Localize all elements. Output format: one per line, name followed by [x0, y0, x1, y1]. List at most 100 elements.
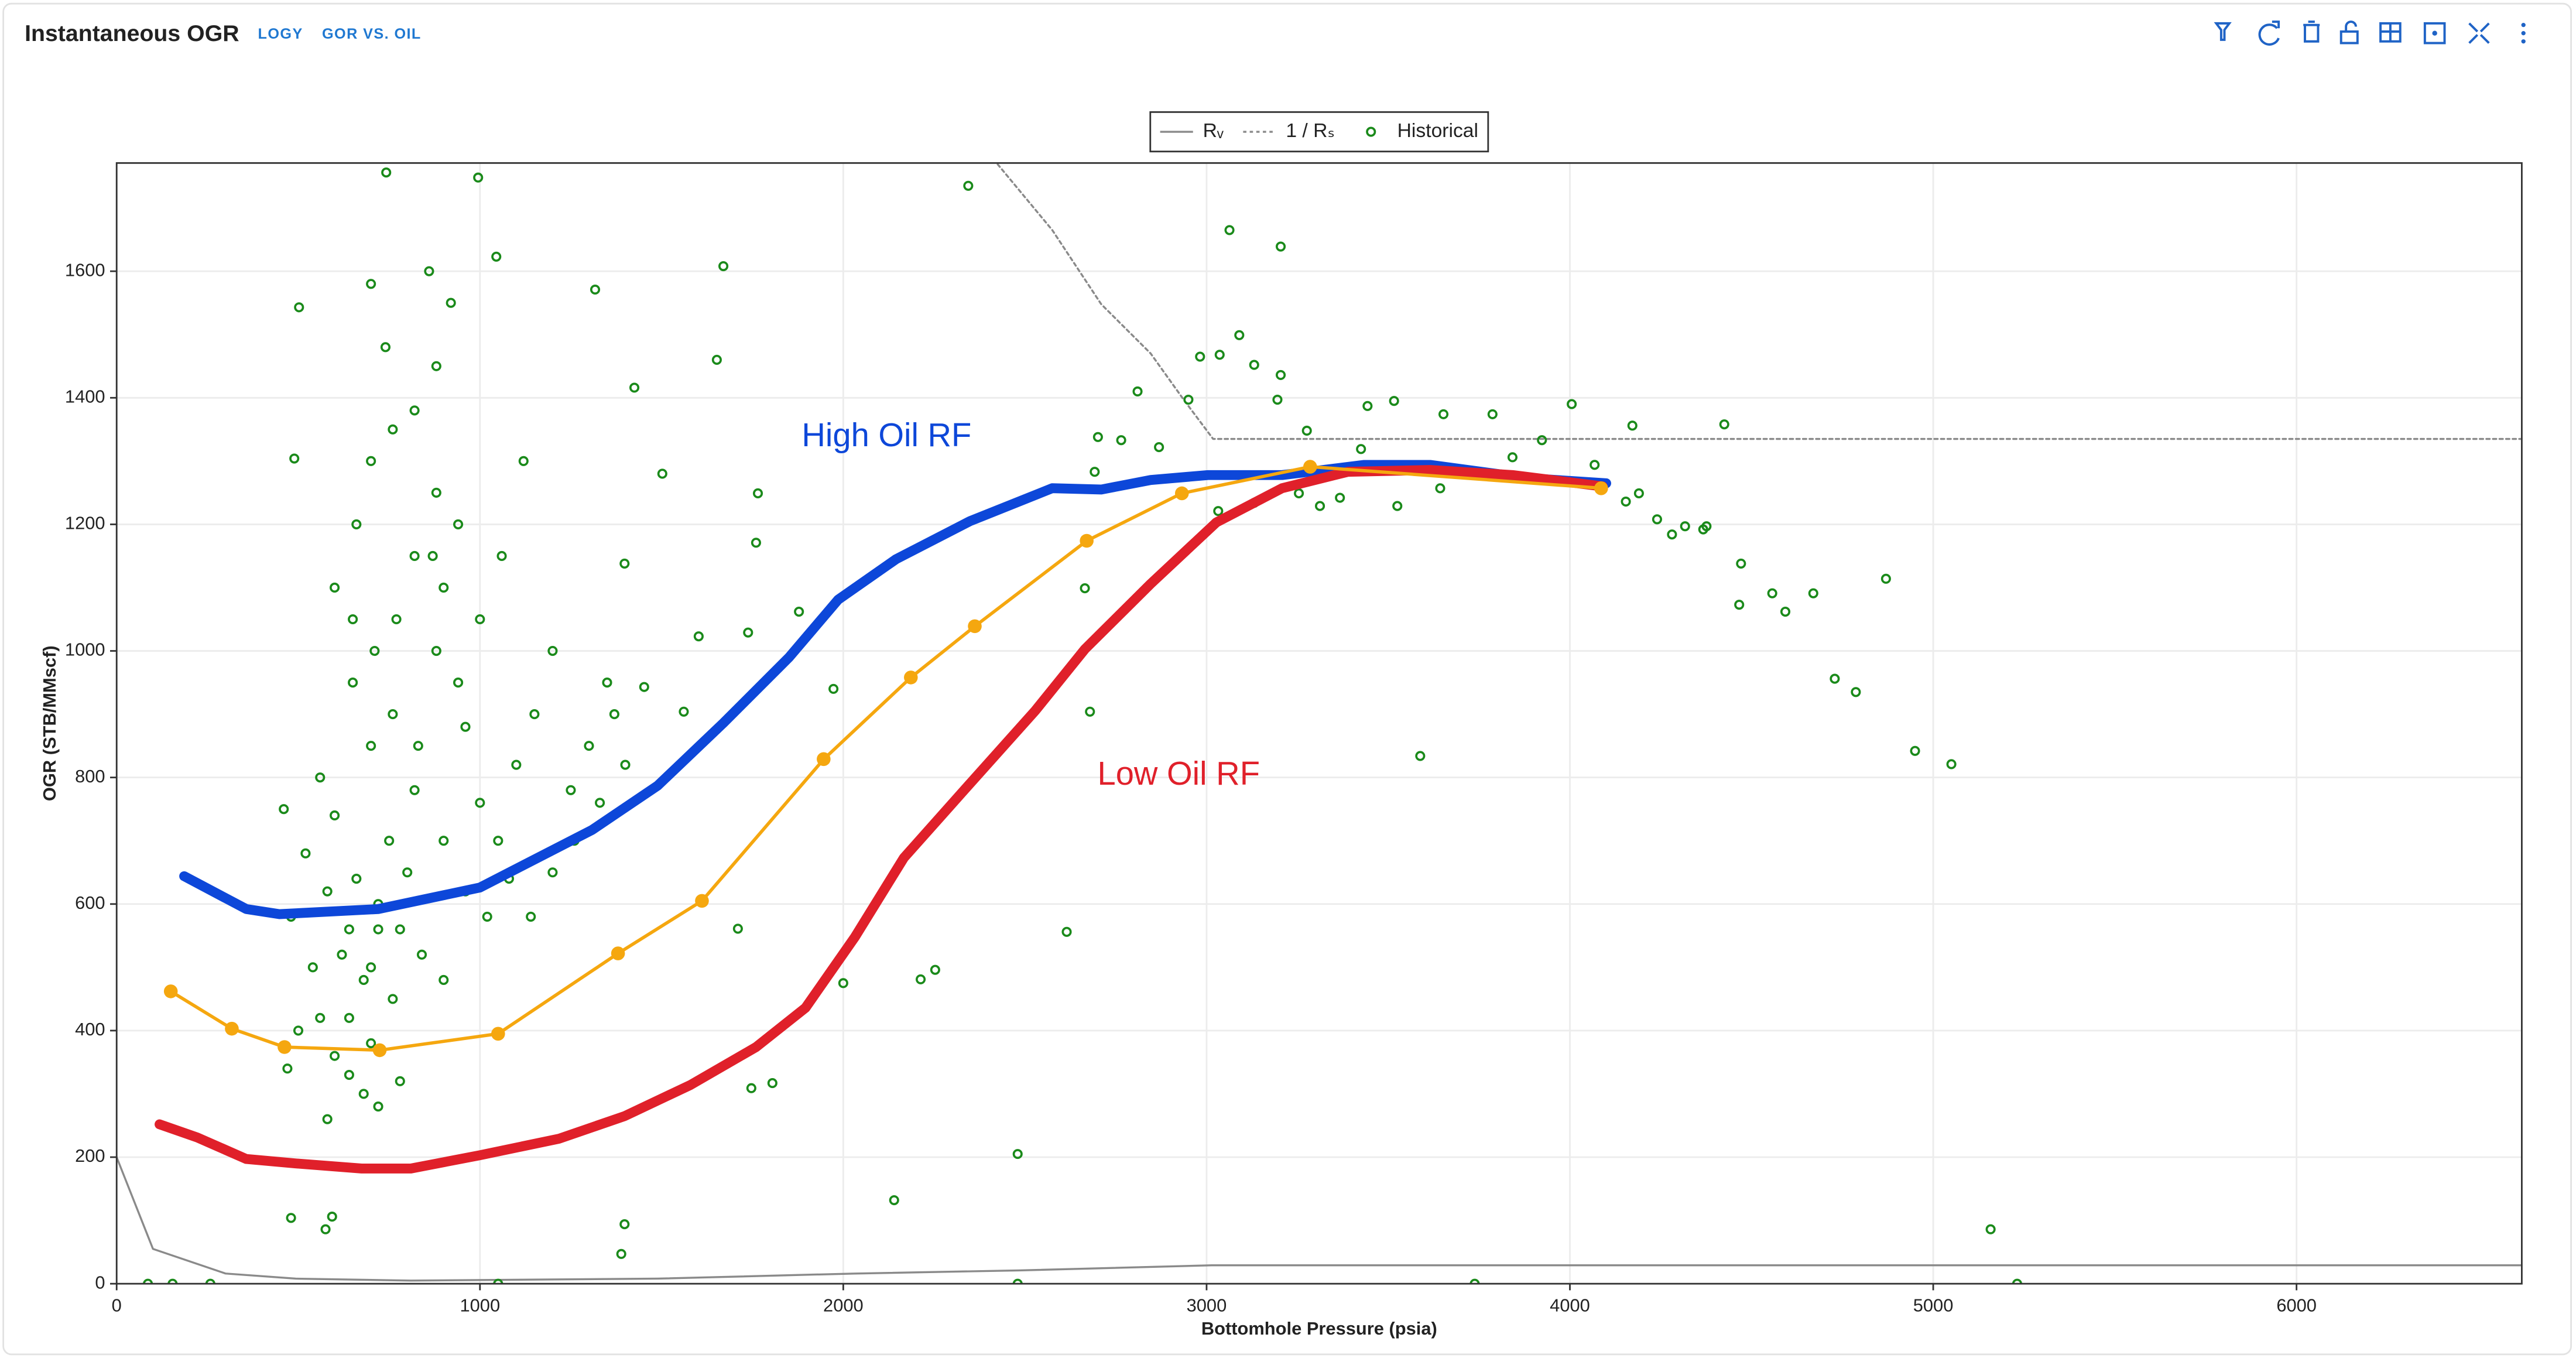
- scatter-point: [794, 606, 804, 617]
- scatter-point: [526, 911, 536, 922]
- scatter-point: [439, 974, 449, 986]
- scatter-point: [315, 1012, 326, 1023]
- icon-fit[interactable]: [2423, 22, 2446, 45]
- legend-item: Historical: [1366, 120, 1478, 142]
- annotation: Low Oil RF: [1097, 755, 1259, 792]
- scatter-point: [711, 354, 722, 365]
- scatter-point: [1154, 442, 1164, 453]
- tab-logy[interactable]: LOGY: [258, 26, 303, 42]
- y-tick-label: 0: [95, 1272, 105, 1292]
- icon-delete[interactable]: [2303, 20, 2320, 43]
- scatter-point: [639, 682, 649, 692]
- scatter-point: [1301, 425, 1312, 436]
- scatter-point: [629, 382, 640, 393]
- scatter-point: [1627, 420, 1638, 431]
- x-tick-label: 3000: [1187, 1295, 1227, 1316]
- x-tick-label: 5000: [1913, 1295, 1954, 1316]
- scatter-point: [1116, 435, 1126, 446]
- scatter-point: [294, 302, 304, 313]
- scatter-point: [732, 923, 743, 934]
- scatter-point: [416, 949, 427, 960]
- line-marker: [491, 1027, 505, 1041]
- scatter-point: [439, 582, 449, 593]
- scatter-point: [767, 1078, 777, 1089]
- scatter-point: [619, 558, 630, 569]
- tab-gor-vs-oil[interactable]: GOR VS. OIL: [322, 26, 422, 42]
- y-tick-label: 400: [75, 1019, 105, 1039]
- line-marker: [278, 1040, 292, 1054]
- scatter-point: [330, 810, 340, 821]
- legend-box: [1149, 111, 1489, 153]
- scatter-point: [1507, 452, 1518, 463]
- scatter-point: [402, 867, 413, 878]
- scatter-point: [300, 848, 311, 858]
- icon-more[interactable]: [2521, 23, 2526, 44]
- scatter-point: [439, 836, 449, 846]
- scatter-point: [1362, 401, 1373, 411]
- scatter-point: [1830, 673, 1840, 684]
- scatter-point: [1085, 706, 1095, 717]
- scatter-point: [409, 785, 420, 795]
- x-tick-label: 6000: [2276, 1295, 2317, 1316]
- x-tick-label: 4000: [1550, 1295, 1590, 1316]
- series-line: [996, 163, 2522, 440]
- icon-table[interactable]: [2379, 22, 2402, 43]
- scatter-point: [1667, 529, 1677, 540]
- scatter-point: [1335, 492, 1345, 503]
- icon-lock[interactable]: [2339, 20, 2359, 45]
- scatter-point: [1985, 1224, 1996, 1234]
- scatter-point: [1314, 501, 1325, 511]
- scatter-point: [322, 1114, 333, 1124]
- series-line: [155, 465, 1608, 1174]
- line-marker: [904, 671, 918, 685]
- scatter-point: [366, 741, 376, 751]
- scatter-point: [838, 978, 848, 988]
- y-tick-label: 1000: [65, 639, 105, 660]
- scatter-point: [289, 453, 300, 464]
- scatter-point: [388, 709, 398, 720]
- scatter-point: [351, 519, 362, 529]
- icon-filter[interactable]: [2214, 22, 2232, 41]
- scatter-point: [1012, 1149, 1023, 1159]
- scatter-point: [1090, 467, 1100, 477]
- line-marker: [1080, 533, 1094, 548]
- icon-refresh[interactable]: [2258, 20, 2280, 46]
- series-line: [169, 465, 1603, 1052]
- scatter-point: [590, 284, 601, 295]
- scatter-point: [391, 614, 402, 625]
- line-marker: [372, 1043, 387, 1058]
- y-axis-title: OGR (STB/MMscf): [39, 645, 60, 801]
- scatter-point: [743, 627, 753, 638]
- scatter-point: [1880, 573, 1891, 584]
- scatter-point: [1780, 606, 1791, 617]
- scatter-point: [566, 785, 576, 795]
- scatter-point: [1356, 444, 1366, 454]
- scatter-point: [1652, 514, 1663, 525]
- scatter-point: [1224, 225, 1235, 235]
- scatter-point: [930, 964, 940, 975]
- scatter-point: [1537, 435, 1547, 446]
- icon-collapse[interactable]: [2468, 22, 2490, 44]
- scatter-point: [518, 456, 529, 466]
- scatter-point: [1389, 396, 1399, 406]
- y-tick-label: 1600: [65, 259, 105, 280]
- scatter-point: [366, 962, 376, 973]
- scatter-point: [609, 709, 619, 720]
- scatter-point: [279, 804, 289, 815]
- scatter-point: [344, 924, 354, 935]
- scatter-point: [752, 488, 763, 499]
- scatter-point: [1487, 409, 1498, 419]
- scatter-point: [413, 741, 423, 751]
- scatter-point: [1214, 350, 1225, 360]
- scatter-point: [358, 974, 369, 986]
- scatter-point: [496, 550, 507, 562]
- line-marker: [1174, 486, 1189, 501]
- scatter-point: [358, 1089, 369, 1099]
- scatter-point: [348, 614, 358, 625]
- scatter-point: [1294, 488, 1304, 499]
- scatter-point: [828, 683, 839, 694]
- scatter-point: [431, 645, 441, 656]
- line-marker: [817, 752, 831, 767]
- plot-frame: [115, 162, 2523, 1285]
- scatter-point: [475, 614, 485, 625]
